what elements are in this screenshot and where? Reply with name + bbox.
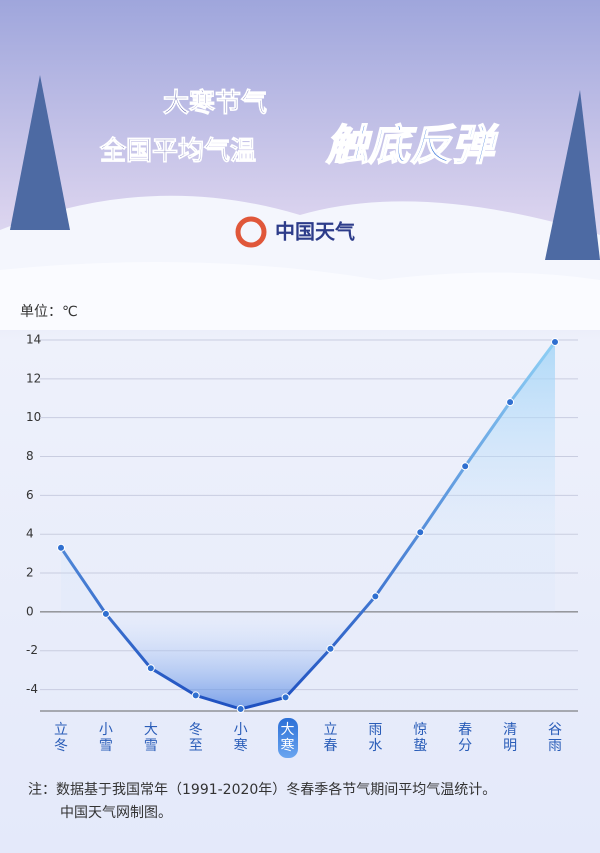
x-tick-label: 大寒 [277,718,298,758]
data-point [281,693,290,702]
y-tick-label: 4 [26,527,34,541]
y-tick-label: 6 [26,488,34,502]
note-line: 注：数据基于我国常年（1991-2020年）冬春季各节气期间平均气温统计。 [28,781,496,798]
y-tick-label: 0 [26,604,34,618]
data-point [506,398,515,407]
title-line1: 大寒节气 [163,88,267,119]
data-point [461,462,470,471]
note-line: 中国天气网制图。 [60,805,172,821]
data-point [326,644,335,653]
snow-hill [0,262,600,330]
tree [10,75,70,230]
data-point [101,609,110,618]
y-tick-label: 14 [26,333,41,347]
data-point [371,592,380,601]
y-tick-label: -4 [26,682,38,696]
x-tick-label: 清明 [503,722,518,754]
data-point [57,543,65,552]
x-tick-label: 立春 [323,722,338,754]
x-tick-label: 大雪 [143,722,158,754]
data-point [551,337,559,346]
area-fill [61,341,555,709]
y-tick-label: 10 [26,410,41,424]
x-tick-label: 雨水 [368,722,383,754]
data-point [146,664,155,673]
tree [545,90,600,260]
y-tick-label: 12 [26,371,41,385]
x-tick-label: 小雪 [98,722,113,754]
title-line2: 全国平均气温 [99,136,256,167]
x-tick-label: 春分 [458,722,473,754]
data-point [236,705,245,713]
x-tick-label: 惊蛰 [413,722,428,754]
x-tick-label: 小寒 [233,722,248,754]
x-tick-label: 谷雨 [548,722,562,754]
data-point [416,528,425,537]
series-line [59,341,557,711]
unit-label: 单位：℃ [20,304,78,320]
y-tick-label: 8 [26,449,34,463]
logo-icon [235,216,267,248]
x-tick-label: 冬至 [188,722,203,754]
y-tick-label: 2 [26,566,34,580]
x-tick-label: 立冬 [54,722,68,754]
logo-text: 中国天气 [275,220,355,244]
title-emphasis: 触底反弹 [325,121,499,170]
y-tick-label: -2 [26,643,38,657]
data-point [191,691,200,700]
